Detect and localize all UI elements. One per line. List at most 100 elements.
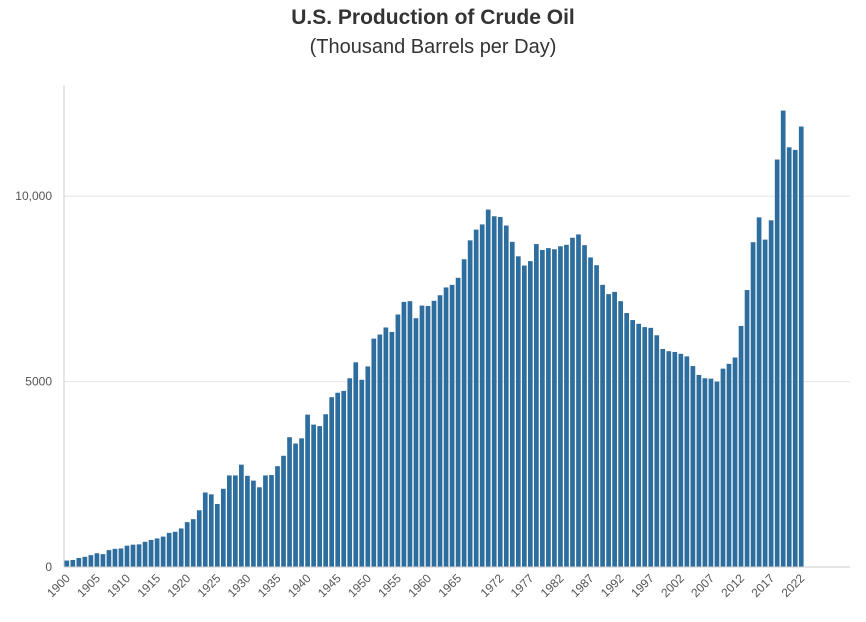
bar-1992: [618, 301, 623, 567]
bar-1926: [220, 488, 226, 567]
bar-1912: [136, 544, 142, 567]
bar-1937: [287, 437, 292, 567]
bar-2020: [786, 147, 792, 567]
bar-1960: [425, 305, 431, 567]
bar-1952: [377, 334, 383, 567]
bar-1996: [642, 327, 648, 567]
bar-1925: [214, 503, 220, 567]
bar-1920: [184, 522, 190, 567]
bar-1945: [335, 392, 341, 567]
bar-2011: [732, 357, 738, 567]
y-axis-tick-labels: 0 5000 10,000: [15, 189, 52, 574]
bar-1976: [521, 265, 527, 567]
bar-1957: [407, 301, 413, 567]
x-tick-label: 2007: [688, 571, 717, 600]
bar-1954: [389, 331, 395, 567]
bar-1938: [293, 443, 298, 567]
bar-1931: [251, 480, 256, 567]
bar-1970: [485, 209, 491, 567]
bar-1962: [437, 295, 443, 567]
x-tick-label: 1905: [74, 571, 103, 600]
bar-1918: [172, 531, 178, 567]
bar-1941: [311, 424, 316, 567]
bar-1972: [497, 216, 503, 568]
chart-subtitle: (Thousand Barrels per Day): [309, 36, 557, 58]
bar-1907: [106, 550, 112, 567]
y-tick-label: 10,000: [15, 189, 52, 203]
bar-1991: [612, 291, 617, 567]
bar-1981: [552, 249, 557, 567]
bar-1968: [473, 229, 479, 567]
x-tick-label: 1977: [508, 571, 537, 600]
bar-2002: [678, 353, 684, 567]
bar-1916: [160, 536, 166, 567]
bar-1917: [166, 532, 172, 567]
bar-1977: [527, 261, 533, 567]
bar-1905: [94, 553, 100, 567]
bar-2003: [684, 356, 690, 567]
bar-1908: [112, 548, 118, 567]
x-tick-label: 1960: [405, 571, 434, 600]
bar-1909: [118, 548, 124, 567]
bar-1932: [257, 487, 262, 567]
y-tick-label: 0: [45, 560, 52, 574]
bar-1924: [208, 494, 214, 567]
bar-1964: [449, 284, 455, 567]
bar-1929: [239, 464, 244, 567]
bar-1986: [582, 245, 587, 567]
bar-2018: [774, 159, 780, 568]
bar-2019: [780, 110, 786, 568]
x-tick-label: 1915: [134, 571, 163, 600]
bar-1963: [443, 287, 449, 567]
bar-1903: [82, 556, 88, 567]
bars: [64, 110, 804, 568]
y-tick-label: 5000: [25, 375, 52, 389]
bar-1999: [660, 348, 666, 567]
x-tick-label: 1950: [345, 571, 374, 600]
axes: [63, 85, 850, 568]
bar-1930: [245, 475, 250, 567]
bar-1969: [479, 224, 485, 567]
bar-1902: [76, 557, 82, 567]
chart-title: U.S. Production of Crude Oil: [291, 6, 575, 29]
bar-1959: [419, 305, 425, 567]
x-tick-label: 1925: [195, 571, 224, 600]
bar-2022: [798, 126, 804, 567]
bar-1915: [154, 538, 160, 567]
bar-2021: [792, 149, 798, 567]
bar-1900: [64, 560, 70, 567]
bar-1934: [269, 475, 274, 567]
x-tick-label: 1955: [375, 571, 404, 600]
bar-1949: [359, 379, 365, 567]
bar-1974: [509, 241, 515, 567]
bar-2000: [666, 351, 672, 567]
bar-1951: [371, 338, 377, 567]
bar-1975: [515, 256, 521, 567]
bar-1904: [88, 555, 94, 567]
x-tick-label: 1965: [435, 571, 464, 600]
x-tick-label: 1910: [104, 571, 133, 600]
bar-1948: [353, 362, 359, 567]
bar-2009: [720, 368, 726, 567]
x-tick-label: 1920: [165, 571, 194, 600]
bar-1965: [455, 277, 461, 567]
bar-1947: [347, 378, 353, 567]
bar-2013: [744, 290, 750, 567]
bar-1942: [317, 426, 322, 567]
bar-1933: [263, 475, 268, 567]
bar-1980: [546, 248, 551, 567]
bar-1914: [148, 539, 154, 567]
bar-1919: [178, 528, 184, 567]
bar-1939: [299, 438, 304, 567]
bar-1971: [491, 216, 497, 567]
bar-2015: [756, 217, 762, 567]
bar-1966: [461, 259, 467, 567]
bar-1936: [281, 455, 286, 567]
bar-1984: [570, 237, 575, 567]
bar-1967: [467, 240, 473, 568]
bar-1958: [413, 318, 419, 567]
bar-1910: [124, 545, 130, 567]
bar-1921: [190, 519, 196, 567]
bar-1946: [341, 390, 347, 567]
bar-1978: [534, 244, 539, 567]
